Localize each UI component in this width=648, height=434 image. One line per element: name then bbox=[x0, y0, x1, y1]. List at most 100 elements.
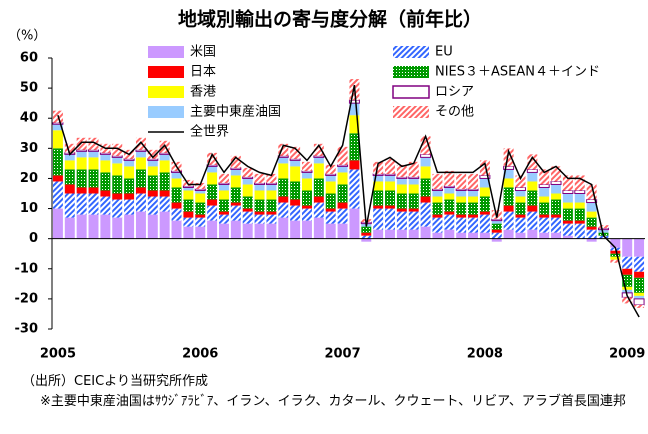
bar-segment bbox=[183, 226, 194, 239]
bar-segment bbox=[76, 214, 87, 239]
bar-segment bbox=[349, 103, 360, 116]
bar-segment bbox=[408, 229, 419, 239]
bar-segment bbox=[539, 214, 550, 218]
bar-segment bbox=[622, 268, 633, 275]
bar-segment bbox=[539, 169, 550, 185]
bar-segment bbox=[373, 161, 384, 174]
bar-segment bbox=[254, 214, 265, 224]
bar-segment bbox=[539, 202, 550, 215]
bar-segment bbox=[195, 217, 206, 227]
bar-segment bbox=[254, 182, 266, 185]
bar-segment bbox=[159, 152, 171, 155]
bar-segment bbox=[301, 170, 313, 173]
bar-segment bbox=[373, 205, 384, 209]
bar-segment bbox=[444, 170, 455, 186]
bar-segment bbox=[515, 214, 526, 218]
bar-segment bbox=[527, 229, 538, 239]
bar-segment bbox=[503, 178, 514, 188]
bar-segment bbox=[124, 199, 135, 215]
bar-segment bbox=[76, 137, 87, 150]
bar-segment bbox=[396, 208, 407, 212]
bar-segment bbox=[230, 202, 241, 206]
bar-segment bbox=[325, 193, 336, 209]
bar-segment bbox=[432, 232, 443, 239]
bar-segment bbox=[622, 289, 633, 293]
bar-segment bbox=[218, 214, 229, 224]
bar-segment bbox=[349, 208, 360, 239]
bar-segment bbox=[147, 175, 158, 191]
bar-segment bbox=[361, 232, 372, 236]
bar-segment bbox=[207, 166, 218, 173]
bar-segment bbox=[634, 295, 645, 299]
bar-segment bbox=[515, 217, 526, 233]
bar-segment bbox=[550, 180, 562, 185]
bar-segment bbox=[171, 172, 182, 179]
bar-segment bbox=[325, 223, 336, 239]
bar-segment bbox=[432, 214, 443, 218]
bar-segment bbox=[254, 199, 265, 212]
bar-segment bbox=[562, 235, 573, 239]
bar-segment bbox=[551, 193, 562, 200]
bar-segment bbox=[468, 196, 479, 203]
bar-segment bbox=[491, 223, 502, 230]
bar-segment bbox=[574, 193, 585, 203]
bar-segment bbox=[100, 214, 111, 239]
bar-segment bbox=[159, 211, 170, 239]
bar-segment bbox=[112, 157, 123, 164]
bar-segment bbox=[349, 133, 360, 161]
bar-segment bbox=[278, 217, 289, 239]
total-line bbox=[57, 84, 640, 318]
legend-swatch bbox=[393, 66, 429, 78]
bar-segment bbox=[183, 179, 194, 186]
bar-segment bbox=[266, 211, 277, 215]
bar-segment bbox=[254, 184, 265, 191]
bar-segment bbox=[242, 208, 253, 212]
y-tick-label: 20 bbox=[20, 171, 38, 186]
legend-swatch bbox=[148, 66, 184, 78]
bar-segment bbox=[526, 168, 538, 173]
bar-segment bbox=[420, 196, 431, 203]
bar-segment bbox=[52, 124, 63, 131]
bar-segment bbox=[254, 190, 265, 200]
bar-segment bbox=[610, 253, 621, 257]
bar-segment bbox=[100, 190, 111, 197]
bar-segment bbox=[479, 211, 490, 215]
bar-segment bbox=[325, 208, 336, 212]
bar-segment bbox=[384, 173, 396, 176]
y-tick-label: 50 bbox=[20, 81, 38, 96]
bar-segment bbox=[313, 143, 324, 156]
y-tick-label: 30 bbox=[20, 141, 38, 156]
bar-segment bbox=[242, 167, 253, 177]
bar-segment bbox=[443, 185, 455, 188]
bar-segment bbox=[527, 172, 538, 182]
bar-segment bbox=[456, 232, 467, 239]
bar-segment bbox=[610, 238, 621, 248]
bar-segment bbox=[135, 149, 147, 152]
bar-segment bbox=[479, 214, 490, 233]
bar-segment bbox=[278, 143, 289, 156]
bar-segment bbox=[586, 184, 597, 200]
bar-segment bbox=[195, 182, 206, 189]
bar-segment bbox=[444, 199, 455, 212]
bar-segment bbox=[622, 238, 633, 257]
bar-segment bbox=[456, 217, 467, 233]
bar-segment bbox=[52, 148, 63, 176]
bar-segment bbox=[123, 158, 135, 161]
bar-segment bbox=[171, 202, 182, 209]
bar-segment bbox=[135, 193, 146, 212]
bar-segment bbox=[337, 184, 348, 203]
bar-segment bbox=[207, 172, 218, 185]
bar-segment bbox=[385, 205, 395, 209]
bar-segment bbox=[207, 205, 218, 221]
bar-segment bbox=[539, 232, 550, 239]
bar-segment bbox=[278, 196, 289, 203]
bar-segment bbox=[195, 214, 206, 218]
bar-segment bbox=[479, 196, 490, 212]
bar-segment bbox=[527, 205, 538, 212]
bar-segment bbox=[112, 175, 123, 194]
bar-segment bbox=[112, 163, 123, 176]
bar-segment bbox=[195, 202, 206, 215]
bar-segment bbox=[337, 172, 348, 185]
bar-segment bbox=[242, 176, 254, 179]
bar-segment bbox=[337, 166, 348, 173]
